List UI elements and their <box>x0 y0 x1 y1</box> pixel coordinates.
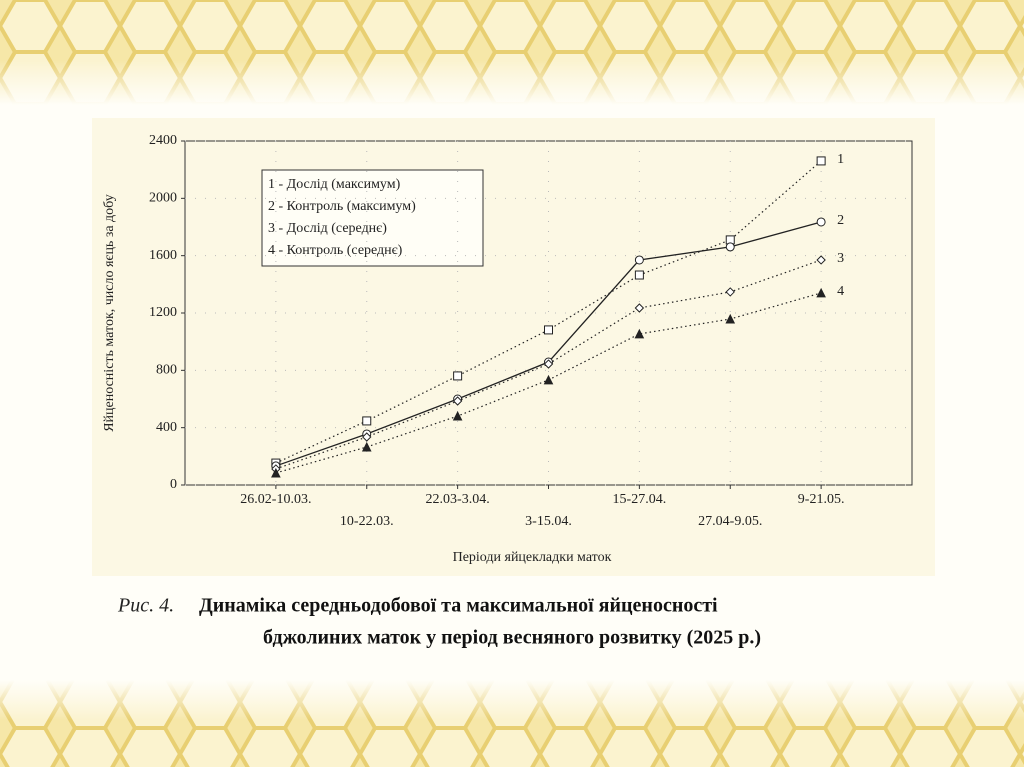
marker <box>271 467 281 478</box>
marker <box>453 371 463 381</box>
x-tick-label: 15-27.04. <box>613 492 667 507</box>
caption-prefix: Рис. 4. <box>117 595 174 617</box>
series-tag: 4 <box>837 284 844 299</box>
marker <box>634 303 645 313</box>
x-axis-label: Періоди яйцекладки маток <box>453 550 612 565</box>
x-tick-label: 9-21.05. <box>798 492 845 507</box>
y-tick-label: 2400 <box>149 133 177 148</box>
caption: бджолиних маток у період весняного розви… <box>263 627 761 649</box>
marker <box>634 328 645 339</box>
marker <box>725 313 736 324</box>
legend-entry: 4 - Контроль (середнє) <box>268 243 403 258</box>
y-tick-label: 1600 <box>149 248 177 263</box>
y-tick-label: 0 <box>170 477 177 492</box>
marker <box>362 432 372 442</box>
fade <box>0 60 1024 105</box>
y-tick-label: 1200 <box>149 305 177 320</box>
legend-entry: 1 - Дослід (максимум) <box>268 177 401 192</box>
y-axis-label: Яйценосність маток, число яєць за добу <box>102 194 117 432</box>
marker <box>816 156 826 166</box>
marker <box>816 255 826 265</box>
legend-box <box>261 169 484 267</box>
y-tick-label: 800 <box>156 363 177 378</box>
marker <box>816 217 826 227</box>
caption: Динаміка середньодобової та максимальної… <box>199 595 718 617</box>
y-tick-label: 2000 <box>149 191 177 206</box>
marker <box>816 287 826 298</box>
marker <box>634 255 644 265</box>
x-tick-label: 26.02-10.03. <box>240 492 311 507</box>
x-tick-label: 10-22.03. <box>340 514 394 529</box>
marker <box>544 325 553 335</box>
y-tick-label: 400 <box>156 420 177 435</box>
marker <box>725 242 735 252</box>
marker <box>634 270 644 280</box>
x-tick-label: 27.04-9.05. <box>698 514 762 529</box>
legend-entry: 2 - Контроль (максимум) <box>268 199 416 214</box>
marker <box>362 416 372 426</box>
x-tick-label: 3-15.04. <box>525 514 572 529</box>
marker <box>543 374 554 385</box>
fade <box>0 680 1024 720</box>
marker <box>452 396 463 406</box>
legend-entry: 3 - Дослід (середнє) <box>268 221 387 236</box>
chart-panel <box>92 118 935 576</box>
marker <box>452 410 463 421</box>
x-tick-label: 22.03-3.04. <box>426 492 490 507</box>
series-tag: 3 <box>837 251 844 266</box>
marker <box>543 359 554 369</box>
series-tag: 1 <box>837 152 844 167</box>
marker <box>725 287 735 297</box>
marker <box>361 441 372 452</box>
series-tag: 2 <box>837 213 844 228</box>
